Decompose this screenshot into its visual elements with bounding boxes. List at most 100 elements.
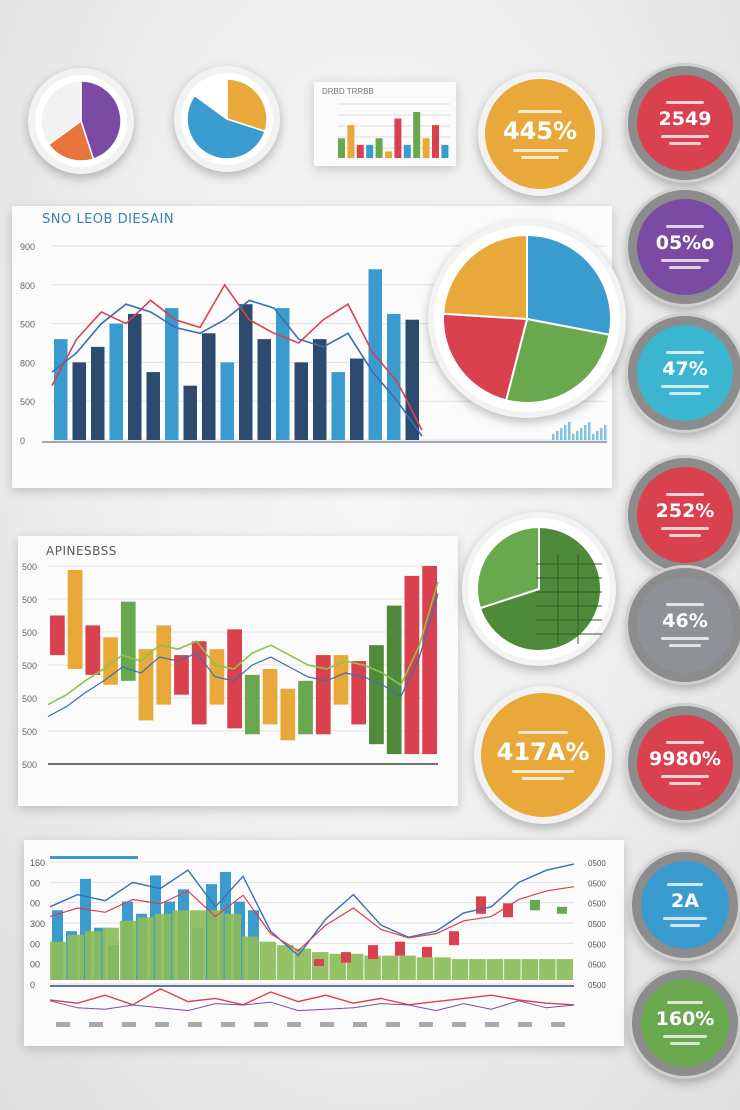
combo-area-bar — [416, 957, 434, 980]
main-bar — [350, 358, 364, 440]
main-series-line — [51, 299, 423, 437]
badge-stub — [668, 392, 702, 395]
main-small-bar — [560, 428, 563, 440]
main-bar — [257, 339, 271, 440]
badge-value: 47% — [662, 358, 708, 380]
combo-x-label-stub — [287, 1022, 301, 1027]
floating-chart-title: APINESBSS — [46, 544, 117, 558]
badge-stub — [668, 534, 702, 537]
main-small-bar — [564, 425, 567, 440]
combo-y2-tick: 0500 — [588, 940, 606, 949]
combo-x-label-stub — [155, 1022, 169, 1027]
badge-stub — [661, 385, 709, 388]
badge-stub — [665, 493, 705, 496]
combo-area-bar — [504, 959, 521, 980]
stat-badge-b5: 252% — [628, 458, 740, 572]
mini-pie-1-svg — [40, 80, 122, 162]
combo-x-label-stub — [551, 1022, 565, 1027]
combo-candle — [557, 906, 567, 914]
mini-bar-chart-card: DRBD TRRBB — [314, 82, 456, 166]
combo-area-bar — [294, 948, 311, 980]
pie-slice — [476, 525, 540, 610]
badge-stub — [512, 769, 574, 773]
badge-stub — [668, 644, 702, 647]
badge-stub — [665, 741, 705, 744]
badge-value: 46% — [662, 610, 708, 632]
main-bar — [146, 372, 160, 440]
pie-slice — [442, 233, 528, 321]
badge-value: 2A — [671, 890, 699, 912]
badge-stub — [661, 135, 709, 138]
pie-slice — [442, 312, 529, 402]
badge-value: 05%o — [655, 232, 715, 254]
float-bar — [50, 615, 65, 656]
main-bar — [331, 372, 345, 440]
main-y-tick: 500 — [20, 320, 35, 330]
stat-badge-b1: 445% — [478, 72, 602, 196]
combo-y2-tick: 0500 — [588, 879, 606, 888]
mini-pie-chart-2 — [174, 66, 280, 172]
float-bar — [103, 637, 118, 685]
combo-wave — [49, 1000, 575, 1012]
main-bar — [165, 308, 179, 440]
float-y-tick: 500 — [22, 727, 37, 737]
main-small-bar — [600, 428, 603, 440]
mini-pie-2-svg — [186, 78, 268, 160]
float-y-tick: 500 — [22, 628, 37, 638]
badge-stub — [668, 142, 702, 145]
badge-stub — [661, 637, 709, 640]
stat-badge-b6: 46% — [628, 568, 740, 682]
combo-area-bar — [364, 955, 381, 980]
stat-badge-b4: 47% — [628, 316, 740, 430]
main-small-bar — [592, 434, 595, 440]
combo-x-label-stub — [56, 1022, 70, 1027]
float-y-tick: 500 — [22, 661, 37, 671]
pie-slice — [526, 233, 612, 336]
combo-candle — [530, 899, 540, 911]
mini-bar — [356, 144, 364, 158]
badge-stub — [663, 1035, 707, 1038]
badge-value: 252% — [655, 500, 715, 522]
mini-bar-svg: DRBD TRRBB — [322, 87, 450, 158]
combo-area-bar — [50, 941, 67, 980]
grid-pie-svg — [476, 525, 602, 652]
combo-area-bar — [346, 953, 364, 980]
badge-stub — [518, 730, 568, 734]
mini-bar — [375, 138, 383, 158]
main-small-bar — [596, 431, 599, 440]
combo-area-bar — [486, 959, 504, 980]
badge-stub — [665, 351, 705, 354]
combo-x-label-stub — [518, 1022, 532, 1027]
badge-stub — [521, 155, 559, 159]
float-bar — [351, 661, 367, 725]
badge-stub — [661, 259, 709, 262]
mini-bar — [403, 144, 411, 158]
stat-badge-b7: 417A% — [474, 686, 612, 824]
combo-bar — [80, 878, 91, 980]
badge-stub — [512, 148, 568, 152]
combo-wave — [49, 988, 575, 1006]
stat-badge-b10: 160% — [632, 970, 738, 1076]
mini-bar — [366, 144, 374, 158]
stat-badge-b9: 2A — [632, 852, 738, 958]
combo-area-bar — [539, 959, 556, 980]
combo-x-label-stub — [254, 1022, 268, 1027]
combo-x-label-stub — [419, 1022, 433, 1027]
badge-stub — [521, 776, 565, 780]
combo-candle — [368, 945, 378, 960]
combo-area-bar — [556, 959, 573, 980]
badge-stub — [665, 225, 705, 228]
combo-y-tick: 300 — [30, 919, 45, 929]
pie-slice — [80, 80, 122, 160]
combo-line — [49, 886, 575, 952]
float-bar — [120, 601, 136, 681]
combo-legend-bar — [50, 856, 138, 859]
badge-value: 417A% — [496, 737, 590, 766]
badge-stub — [667, 883, 703, 886]
combo-x-label-stub — [188, 1022, 202, 1027]
main-bar — [276, 308, 290, 440]
mini-bar-title: DRBD TRRBB — [322, 87, 374, 96]
badge-value: 2549 — [658, 108, 712, 130]
combo-y2-tick: 0500 — [588, 859, 606, 868]
main-small-bar — [588, 422, 591, 440]
